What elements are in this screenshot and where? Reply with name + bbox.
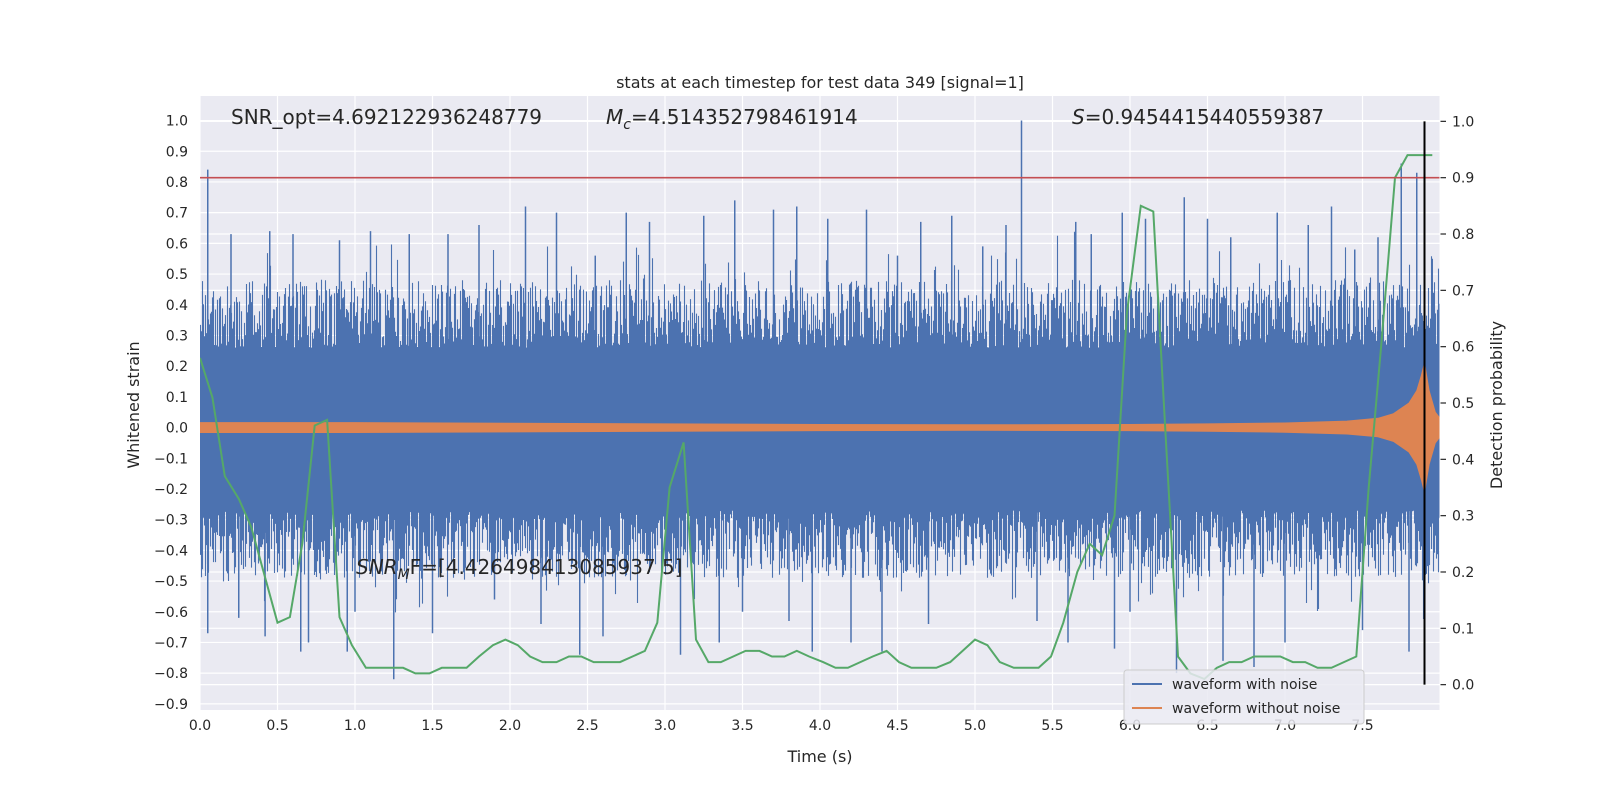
y-left-tick-label: −0.2: [154, 482, 188, 498]
snr-mf-symbol: SNR: [356, 555, 398, 579]
y-right-tick-label: 0.2: [1452, 565, 1474, 581]
s-value: =0.9454415440559387: [1085, 105, 1324, 129]
y-right-tick-label: 0.7: [1452, 283, 1474, 299]
y-right-tick-label: 0.1: [1452, 621, 1474, 637]
detection-probability-series: [200, 154, 1433, 681]
x-tick-label: 0.0: [189, 718, 211, 734]
y-left-tick-label: −0.3: [154, 513, 188, 529]
detection-probability-line: [200, 154, 1433, 681]
y-right-tick-label: 0.4: [1452, 452, 1474, 468]
x-axis-label: Time (s): [786, 747, 852, 766]
y-left-tick-label: 0.5: [166, 267, 188, 283]
mc-subscript: c: [623, 117, 631, 133]
x-tick-label: 1.0: [344, 718, 366, 734]
plot-area: [200, 120, 1440, 685]
mc-symbol: M: [606, 105, 623, 129]
s-symbol: S: [1072, 105, 1085, 129]
x-tick-label: 0.5: [266, 718, 288, 734]
y-left-tick-label: 1.0: [166, 114, 188, 130]
y-right-axis-label: Detection probability: [1487, 321, 1506, 489]
y-left-tick-label: 0.9: [166, 144, 188, 160]
y-left-tick-label: −0.1: [154, 451, 188, 467]
snr-mf-annotation: SNRMF=[4.426498413085937 5]: [356, 555, 683, 583]
y-left-tick-label: 0.1: [166, 390, 188, 406]
chart-title: stats at each timestep for test data 349…: [616, 73, 1024, 92]
y-left-tick-label: −0.7: [154, 635, 188, 651]
snr-mf-value: F=[4.426498413085937 5]: [410, 555, 683, 579]
y-left-tick-label: 0.3: [166, 328, 188, 344]
y-left-tick-label: −0.9: [154, 697, 188, 713]
s-annotation: S=0.9454415440559387: [1072, 105, 1324, 129]
x-tick-label: 4.5: [886, 718, 908, 734]
x-tick-label: 5.5: [1041, 718, 1063, 734]
legend: waveform with noise waveform without noi…: [1123, 669, 1365, 725]
y-left-tick-label: 0.7: [166, 206, 188, 222]
y-left-tick-label: −0.4: [154, 543, 188, 559]
y-left-tick-label: 0.6: [166, 236, 188, 252]
x-tick-label: 2.5: [576, 718, 598, 734]
x-axis-ticks: 0.0 0.5 1.0 1.5 2.0 2.5 3.0 3.5 4.0 4.5 5.0 5.5 6.0 6…: [189, 718, 1374, 734]
y-left-tick-label: 0.4: [166, 298, 188, 314]
y-left-axis-label: Whitened strain: [124, 341, 143, 468]
y-right-tick-label: 0.0: [1452, 678, 1474, 694]
waveform-without-noise-series: [200, 362, 1440, 493]
snr-opt-annotation: SNR_opt=4.692122936248779: [231, 105, 542, 129]
y-right-tick-label: 0.8: [1452, 227, 1474, 243]
x-tick-label: 1.5: [421, 718, 443, 734]
y-left-tick-label: 0.2: [166, 359, 188, 375]
clean-waveform-envelope: [200, 362, 1440, 493]
mc-annotation: Mc=4.514352798461914: [606, 105, 858, 133]
legend-label-clean: waveform without noise: [1172, 701, 1340, 717]
y-left-axis-ticks: 1.0 0.9 0.8 0.7 0.6 0.5 0.4 0.3 0.2 0.1 0.0 −0.1 −0.…: [154, 114, 188, 713]
y-left-tick-label: 0.0: [166, 421, 188, 437]
x-tick-label: 3.0: [654, 718, 676, 734]
x-tick-label: 4.0: [809, 718, 831, 734]
x-tick-label: 2.0: [499, 718, 521, 734]
y-right-axis-ticks: 1.0 0.9 0.8 0.7 0.6 0.5 0.4 0.3 0.2 0.1 0.0: [1440, 114, 1474, 694]
y-left-tick-label: −0.6: [154, 605, 188, 621]
y-right-tick-label: 1.0: [1452, 114, 1474, 130]
snr-mf-subscript: M: [398, 567, 410, 583]
y-right-tick-label: 0.3: [1452, 509, 1474, 525]
x-tick-label: 3.5: [731, 718, 753, 734]
mc-value: =4.514352798461914: [631, 105, 858, 129]
y-right-tick-label: 0.9: [1452, 171, 1474, 187]
legend-box: [1123, 669, 1365, 725]
y-left-tick-label: −0.5: [154, 574, 188, 590]
y-right-tick-label: 0.6: [1452, 340, 1474, 356]
x-tick-label: 5.0: [964, 718, 986, 734]
y-right-tick-label: 0.5: [1452, 396, 1474, 412]
y-left-tick-label: −0.8: [154, 666, 188, 682]
y-left-tick-label: 0.8: [166, 175, 188, 191]
legend-label-noise: waveform with noise: [1172, 677, 1317, 693]
